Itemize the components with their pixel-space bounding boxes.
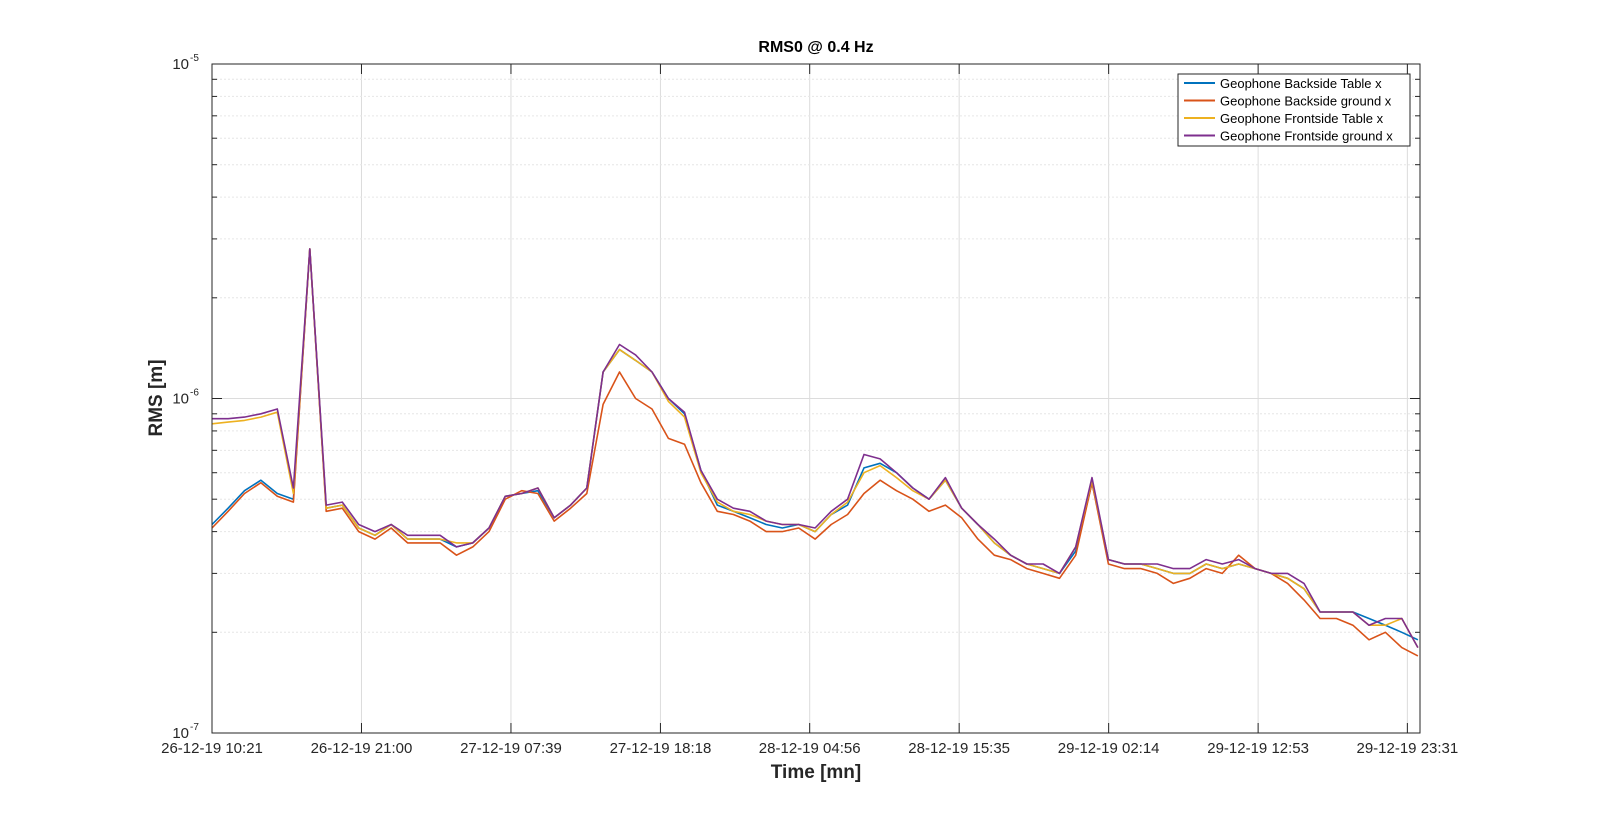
legend-entry: Geophone Backside ground x <box>1184 94 1392 109</box>
y-tick-label: 10 -6 <box>172 388 199 408</box>
series-line-4 <box>212 248 1419 648</box>
series-lines <box>211 248 1419 657</box>
x-tick-label: 28-12-19 15:35 <box>908 740 1010 757</box>
y-tick-label-exponent: -5 <box>190 53 199 64</box>
x-tick-label: 28-12-19 04:56 <box>759 740 861 757</box>
legend-label: Geophone Frontside Table x <box>1220 111 1384 126</box>
y-tick-labels: 10-710-610-5 <box>172 53 199 742</box>
y-tick-label-exponent: -7 <box>190 722 199 733</box>
x-tick-label: 29-12-19 02:14 <box>1058 740 1160 757</box>
y-tick-label: 10 -5 <box>172 53 199 73</box>
series-line-3 <box>211 248 1419 648</box>
legend-label: Geophone Frontside ground x <box>1220 129 1393 144</box>
x-axis-title: Time [mn] <box>771 762 861 783</box>
y-tick-label-base: 10 <box>172 391 189 408</box>
legend-label: Geophone Backside ground x <box>1220 94 1392 109</box>
legend-box <box>1177 73 1411 147</box>
chart-title: RMS0 @ 0.4 Hz <box>758 39 873 56</box>
x-tick-labels: 26-12-19 10:21 26-12-19 21:00 27-12-19 07:… <box>161 740 1458 757</box>
series-line-2 <box>211 248 1419 657</box>
x-tick-label: 26-12-19 10:21 <box>161 740 263 757</box>
legend: Geophone Backside Table x Geophone Backsi… <box>1177 73 1411 147</box>
y-tick-label-base: 10 <box>172 725 189 742</box>
axis-ticks <box>211 64 1420 734</box>
y-axis-title: RMS [m] <box>146 359 167 436</box>
x-tick-label: 26-12-19 21:00 <box>311 740 413 757</box>
grid <box>211 63 1420 734</box>
y-tick-label-exponent: -6 <box>190 388 199 399</box>
legend-entry: Geophone Frontside ground x <box>1184 129 1393 144</box>
y-tick-label: 10 -7 <box>172 722 199 742</box>
x-tick-label: 29-12-19 12:53 <box>1207 740 1309 757</box>
legend-entry: Geophone Backside Table x <box>1184 76 1382 91</box>
x-tick-label: 27-12-19 07:39 <box>460 740 562 757</box>
legend-label: Geophone Backside Table x <box>1220 76 1382 91</box>
legend-entry: Geophone Frontside Table x <box>1184 111 1384 126</box>
x-tick-label: 29-12-19 23:31 <box>1356 740 1458 757</box>
y-tick-label-base: 10 <box>172 56 189 73</box>
legend-entries: Geophone Backside Table x Geophone Backsi… <box>1184 76 1393 144</box>
x-tick-label: 27-12-19 18:18 <box>610 740 712 757</box>
